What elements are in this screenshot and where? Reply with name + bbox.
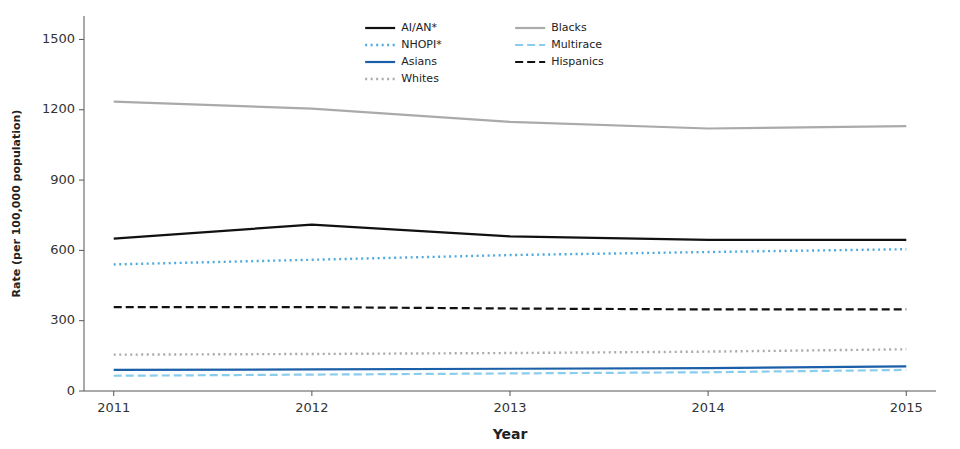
legend-label: AI/AN* — [401, 21, 437, 34]
x-tick-label: 2015 — [890, 400, 923, 415]
series-line — [114, 370, 907, 376]
legend-swatch — [365, 27, 395, 29]
y-tick — [79, 39, 84, 40]
y-axis-line — [84, 16, 85, 391]
x-tick — [113, 391, 114, 396]
chart: 0 300 600 900 1200 1500 2011 2012 2013 2014 2015 Ye… — [0, 0, 960, 449]
series-line — [114, 349, 907, 354]
y-tick — [79, 250, 84, 251]
x-tick-label: 2012 — [295, 400, 328, 415]
plot-area — [114, 102, 907, 376]
x-tick-label: 2014 — [692, 400, 725, 415]
legend-swatch — [515, 44, 545, 46]
legend-label: Whites — [401, 72, 439, 85]
y-tick — [79, 180, 84, 181]
legend-swatch — [515, 27, 545, 29]
legend-swatch — [365, 78, 395, 80]
y-tick — [79, 320, 84, 321]
legend-label: Asians — [401, 55, 437, 68]
y-tick-label: 900 — [50, 172, 75, 187]
legend-label: Hispanics — [551, 55, 604, 68]
y-tick — [79, 391, 84, 392]
series-line — [114, 307, 907, 309]
x-tick-label: 2013 — [493, 400, 526, 415]
y-axis-label: Rate (per 100,000 population) — [10, 110, 23, 298]
series-line — [114, 102, 907, 129]
legend-swatch — [365, 61, 395, 63]
series-line — [114, 366, 907, 370]
legend-label: Multirace — [551, 38, 602, 51]
y-tick-label: 1200 — [42, 101, 75, 116]
x-axis-label: Year — [492, 426, 528, 442]
legend-swatch — [365, 44, 395, 46]
legend-swatch — [515, 61, 545, 63]
y-tick-label: 600 — [50, 242, 75, 257]
legend-label: Blacks — [551, 21, 587, 34]
legend: AI/AN* NHOPI* Asians Whites Blacks Multirace H… — [365, 21, 604, 85]
x-tick — [906, 391, 907, 396]
series-line — [114, 225, 907, 240]
legend-label: NHOPI* — [401, 38, 442, 51]
x-tick — [311, 391, 312, 396]
series-line — [114, 249, 907, 264]
y-tick-label: 0 — [67, 383, 75, 398]
x-tick — [510, 391, 511, 396]
x-tick-label: 2011 — [97, 400, 130, 415]
y-tick — [79, 109, 84, 110]
x-tick — [708, 391, 709, 396]
y-tick-label: 1500 — [42, 31, 75, 46]
y-tick-label: 300 — [50, 312, 75, 327]
